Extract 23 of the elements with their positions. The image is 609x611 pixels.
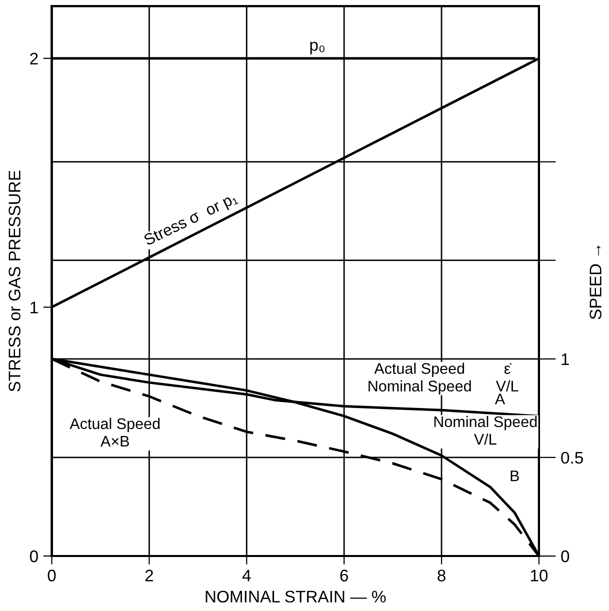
annotation: Actual Speed A×B — [70, 418, 160, 447]
y2-tick-label: 0 — [561, 550, 570, 562]
y-tick-label: 0 — [30, 550, 38, 562]
annotation: A — [494, 394, 506, 404]
x-tick-label: 10 — [530, 570, 548, 582]
y2-axis-title: SPEED → — [590, 246, 602, 320]
annotation: Nominal Speed V/L — [434, 416, 537, 445]
annotation: B — [510, 470, 519, 482]
y2-tick-label: 0.5 — [561, 452, 583, 464]
annotation: Stress σ or p₁ — [143, 192, 240, 249]
x-axis-title: NOMINAL STRAIN — % — [206, 590, 386, 603]
x-tick-label: 8 — [438, 570, 446, 582]
x-tick-label: 2 — [145, 570, 154, 582]
y-tick-label: 1 — [30, 302, 38, 314]
annotation: Actual Speed Nominal Speed — [368, 362, 471, 395]
y-axis-title: STRESS or GAS PRESSURE — [8, 170, 20, 392]
y-tick-label: 2 — [30, 52, 38, 64]
x-tick-label: 6 — [340, 570, 348, 582]
x-tick-label: 4 — [242, 570, 251, 582]
annotation: ε̇ V/L — [496, 363, 518, 392]
x-tick-label: 0 — [48, 570, 56, 582]
series-label: p₀ — [310, 42, 324, 54]
y2-tick-label: 1 — [562, 353, 569, 365]
